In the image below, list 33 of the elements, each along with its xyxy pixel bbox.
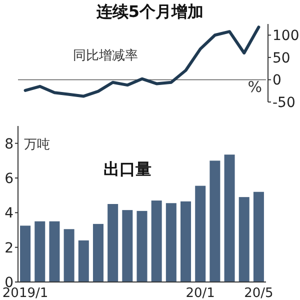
- bar: [210, 160, 220, 282]
- y-tick-label: 6: [4, 171, 14, 187]
- y-tick-label: 0: [272, 72, 282, 89]
- y-tick-label: -50: [272, 95, 296, 111]
- bar: [20, 226, 31, 282]
- text: 出口量: [103, 160, 152, 179]
- series-label: 同比增减率: [73, 48, 138, 64]
- y-tick-label: 4: [4, 206, 14, 222]
- y-tick-label: 8: [4, 136, 14, 152]
- line-series: [24, 26, 260, 98]
- y-tick-label: 100: [272, 28, 300, 44]
- bar: [64, 229, 74, 282]
- y-axis-title: 万吨: [24, 137, 50, 152]
- y-tick-label: 2: [4, 240, 14, 256]
- bar: [122, 210, 133, 282]
- bar: [92, 224, 104, 282]
- x-tick-label: 20/5: [244, 286, 274, 300]
- y-axis-title: %: [248, 78, 262, 96]
- bar: [224, 154, 235, 282]
- bar: [108, 204, 118, 282]
- bar: [49, 221, 60, 282]
- bar: [166, 203, 176, 282]
- bar: [180, 201, 192, 282]
- chart-title: 连续5个月增加: [95, 2, 204, 21]
- bar: [253, 192, 264, 282]
- bar: [136, 210, 148, 282]
- bar: [238, 197, 250, 282]
- bar: [195, 186, 206, 282]
- bar: [151, 200, 162, 282]
- bar: [78, 240, 89, 282]
- x-tick-label: 20/1: [186, 286, 215, 300]
- bar: [34, 221, 46, 282]
- y-tick-label: 50: [272, 50, 290, 66]
